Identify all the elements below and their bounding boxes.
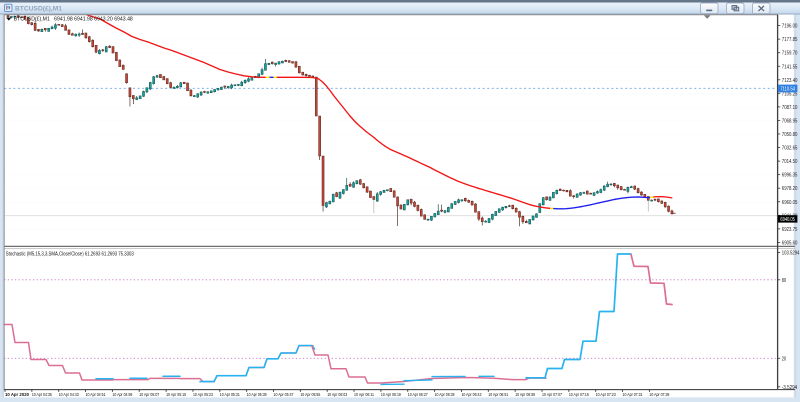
svg-text:7196.00: 7196.00 (782, 24, 798, 30)
svg-text:7032.65: 7032.65 (782, 146, 798, 152)
svg-text:10 Apr 05:31: 10 Apr 05:31 (220, 392, 240, 398)
svg-text:6960.05: 6960.05 (782, 200, 798, 206)
svg-text:10 Apr 06:27: 10 Apr 06:27 (408, 392, 428, 398)
svg-text:10 Apr 04:43: 10 Apr 04:43 (59, 392, 79, 398)
svg-text:7159.70: 7159.70 (782, 51, 798, 57)
svg-text:7123.40: 7123.40 (782, 78, 798, 84)
svg-text:10 Apr 06:35: 10 Apr 06:35 (435, 392, 455, 398)
svg-text:10 Apr 07:31: 10 Apr 07:31 (623, 392, 643, 398)
svg-text:BTCUSD(£),M1 6941.98 6941.98: BTCUSD(£),M1 6941.98 6941.98 6943.20 694… (14, 17, 133, 23)
svg-text:10 Apr 05:15: 10 Apr 05:15 (166, 392, 186, 398)
svg-text:10 Apr 06:03: 10 Apr 06:03 (327, 392, 347, 398)
svg-text:10 Apr 04:59: 10 Apr 04:59 (112, 392, 132, 398)
svg-text:7110.54: 7110.54 (780, 87, 795, 93)
svg-text:10 Apr 07:23: 10 Apr 07:23 (596, 392, 616, 398)
svg-text:7177.85: 7177.85 (782, 37, 798, 43)
svg-text:7087.10: 7087.10 (782, 105, 798, 111)
svg-text:20: 20 (782, 356, 786, 362)
svg-text:10 Apr 06:11: 10 Apr 06:11 (354, 392, 374, 398)
svg-text:BTCUSD(£),M1: BTCUSD(£),M1 (15, 5, 62, 12)
svg-text:7014.50: 7014.50 (782, 159, 798, 165)
svg-text:10 Apr 06:51: 10 Apr 06:51 (488, 392, 508, 398)
svg-text:103.5294: 103.5294 (782, 251, 800, 257)
svg-text:-3.5294: -3.5294 (782, 385, 797, 391)
svg-text:6905.60: 6905.60 (782, 240, 798, 246)
svg-text:10 Apr 07:15: 10 Apr 07:15 (569, 392, 589, 398)
svg-text:10 Apr 04:35: 10 Apr 04:35 (32, 392, 52, 398)
svg-text:7105.25: 7105.25 (782, 91, 798, 97)
svg-text:10 Apr 05:23: 10 Apr 05:23 (193, 392, 213, 398)
svg-text:10 Apr 06:43: 10 Apr 06:43 (461, 392, 481, 398)
svg-text:10 Apr 07:07: 10 Apr 07:07 (542, 392, 562, 398)
svg-text:10 Apr 04:51: 10 Apr 04:51 (86, 392, 106, 398)
svg-text:7068.95: 7068.95 (782, 118, 798, 124)
svg-text:10 Apr 05:39: 10 Apr 05:39 (247, 392, 267, 398)
svg-text:10 Apr 05:55: 10 Apr 05:55 (300, 392, 320, 398)
svg-text:7050.80: 7050.80 (782, 132, 798, 138)
svg-text:6923.75: 6923.75 (782, 227, 798, 233)
svg-text:10 Apr 07:39: 10 Apr 07:39 (649, 392, 669, 398)
svg-text:10 Apr 2020: 10 Apr 2020 (5, 392, 29, 398)
svg-text:10 Apr 05:47: 10 Apr 05:47 (274, 392, 294, 398)
svg-text:6996.35: 6996.35 (782, 173, 798, 179)
svg-text:80: 80 (782, 278, 786, 284)
svg-text:7141.55: 7141.55 (782, 64, 798, 70)
svg-text:Stochastic (M5,15,3,3,SMA,Clos: Stochastic (M5,15,3,3,SMA,Close/Close) 6… (6, 252, 134, 258)
svg-text:10 Apr 06:59: 10 Apr 06:59 (515, 392, 535, 398)
svg-text:6978.20: 6978.20 (782, 186, 798, 192)
svg-text:10 Apr 06:19: 10 Apr 06:19 (381, 392, 401, 398)
svg-text:6940.05: 6940.05 (780, 217, 795, 223)
svg-text:10 Apr 05:07: 10 Apr 05:07 (139, 392, 159, 398)
